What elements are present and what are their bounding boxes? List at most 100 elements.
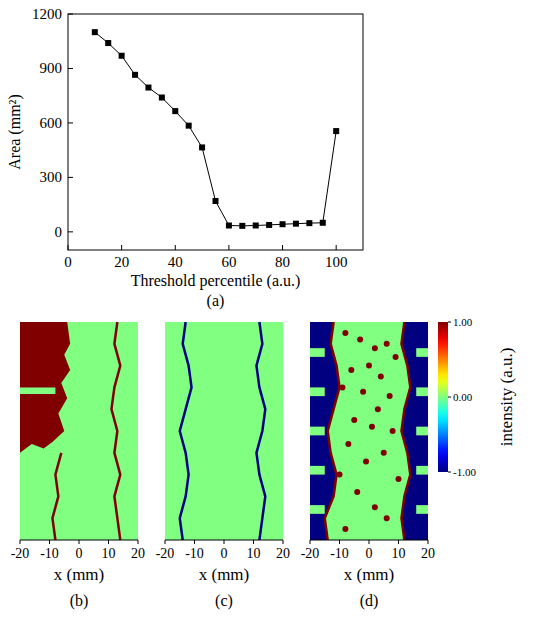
panel-image: -20-1001020x (mm)(d) — [301, 322, 435, 610]
x-tick-label: 0 — [221, 546, 228, 561]
x-tick — [138, 540, 139, 544]
x-tick — [339, 540, 340, 544]
plot-frame — [68, 14, 363, 250]
colorbar-tick — [448, 397, 451, 398]
region-line — [401, 322, 410, 540]
colorbar-scale — [438, 322, 448, 472]
x-tick — [336, 245, 337, 250]
marker — [213, 198, 219, 204]
marker — [119, 53, 125, 59]
dot — [372, 345, 378, 351]
dot — [384, 341, 390, 347]
y-tick — [68, 14, 73, 15]
y-tick — [68, 231, 73, 232]
marker — [239, 223, 245, 229]
x-tick — [283, 540, 284, 544]
marker — [306, 220, 312, 226]
x-tick — [224, 540, 225, 544]
x-tick-label: -20 — [11, 546, 30, 561]
x-axis-title: x (mm) — [199, 565, 250, 584]
x-tick-label: 20 — [421, 546, 435, 561]
x-tick-label: 20 — [114, 254, 129, 270]
dot — [339, 384, 345, 390]
x-tick — [369, 540, 370, 544]
data-group — [310, 322, 428, 540]
dot — [375, 406, 381, 412]
region-line — [256, 322, 265, 540]
x-tick — [253, 540, 254, 544]
dot — [396, 476, 402, 482]
x-tick-label: 0 — [366, 546, 373, 561]
marker — [280, 221, 286, 227]
dot — [342, 330, 348, 336]
region — [310, 387, 325, 396]
x-tick-label: 10 — [247, 546, 261, 561]
panel-label: (b) — [70, 592, 89, 610]
x-tick — [108, 540, 109, 544]
colorbar-title: intensity (a.u.) — [497, 348, 516, 447]
marker — [159, 95, 165, 101]
y-tick — [68, 122, 73, 123]
region — [310, 466, 325, 475]
colorbar: 1.000.00-1.00intensity (a.u.) — [438, 316, 516, 478]
x-tick — [398, 540, 399, 544]
x-tick-label: 0 — [76, 546, 83, 561]
x-tick — [282, 245, 283, 250]
x-axis-title: x (mm) — [54, 565, 105, 584]
region — [310, 427, 325, 436]
x-axis-title: Threshold percentile (a.u.) — [131, 272, 301, 290]
region — [310, 322, 340, 540]
x-tick — [79, 540, 80, 544]
dot — [363, 459, 369, 465]
x-tick — [20, 540, 21, 544]
marker — [266, 222, 272, 228]
panel-image: -20-1001020x (mm)(c) — [156, 322, 290, 610]
x-tick — [121, 245, 122, 250]
x-tick — [310, 540, 311, 544]
x-axis-title: x (mm) — [344, 565, 395, 584]
region-line — [325, 322, 340, 540]
region — [416, 348, 428, 357]
y-tick — [68, 177, 73, 178]
dot — [345, 441, 351, 447]
marker — [186, 123, 192, 129]
marker — [253, 222, 259, 228]
x-tick-label: 10 — [102, 546, 116, 561]
x-tick — [194, 540, 195, 544]
marker — [132, 72, 138, 78]
y-tick — [68, 68, 73, 69]
panel-label: (c) — [215, 592, 233, 610]
region — [310, 505, 325, 514]
x-tick-label: 20 — [276, 546, 290, 561]
y-tick-label: 900 — [40, 60, 63, 76]
x-tick-label: 40 — [168, 254, 183, 270]
marker — [320, 220, 326, 226]
x-tick — [228, 245, 229, 250]
background — [20, 322, 138, 540]
dot — [360, 389, 366, 395]
panel-image: -20-1001020x (mm)(b) — [11, 322, 145, 610]
marker — [333, 128, 339, 134]
dot — [372, 504, 378, 510]
x-tick-label: 20 — [131, 546, 145, 561]
dot — [357, 336, 363, 342]
x-tick — [428, 540, 429, 544]
dot — [348, 367, 354, 373]
panel-label: (a) — [207, 292, 225, 310]
x-tick — [68, 245, 69, 250]
data-group — [20, 322, 138, 540]
colorbar-tick — [448, 322, 451, 323]
region — [416, 427, 428, 436]
x-tick-label: 10 — [392, 546, 406, 561]
x-tick-label: -20 — [301, 546, 320, 561]
x-tick-label: -10 — [330, 546, 349, 561]
x-tick-label: 80 — [275, 254, 290, 270]
colorbar-tick-label: 1.00 — [453, 316, 473, 328]
data-group — [92, 29, 339, 229]
marker — [199, 144, 205, 150]
x-tick-label: 60 — [221, 254, 236, 270]
region — [416, 387, 428, 396]
region-line — [52, 453, 61, 540]
region — [416, 505, 428, 514]
marker — [226, 222, 232, 228]
